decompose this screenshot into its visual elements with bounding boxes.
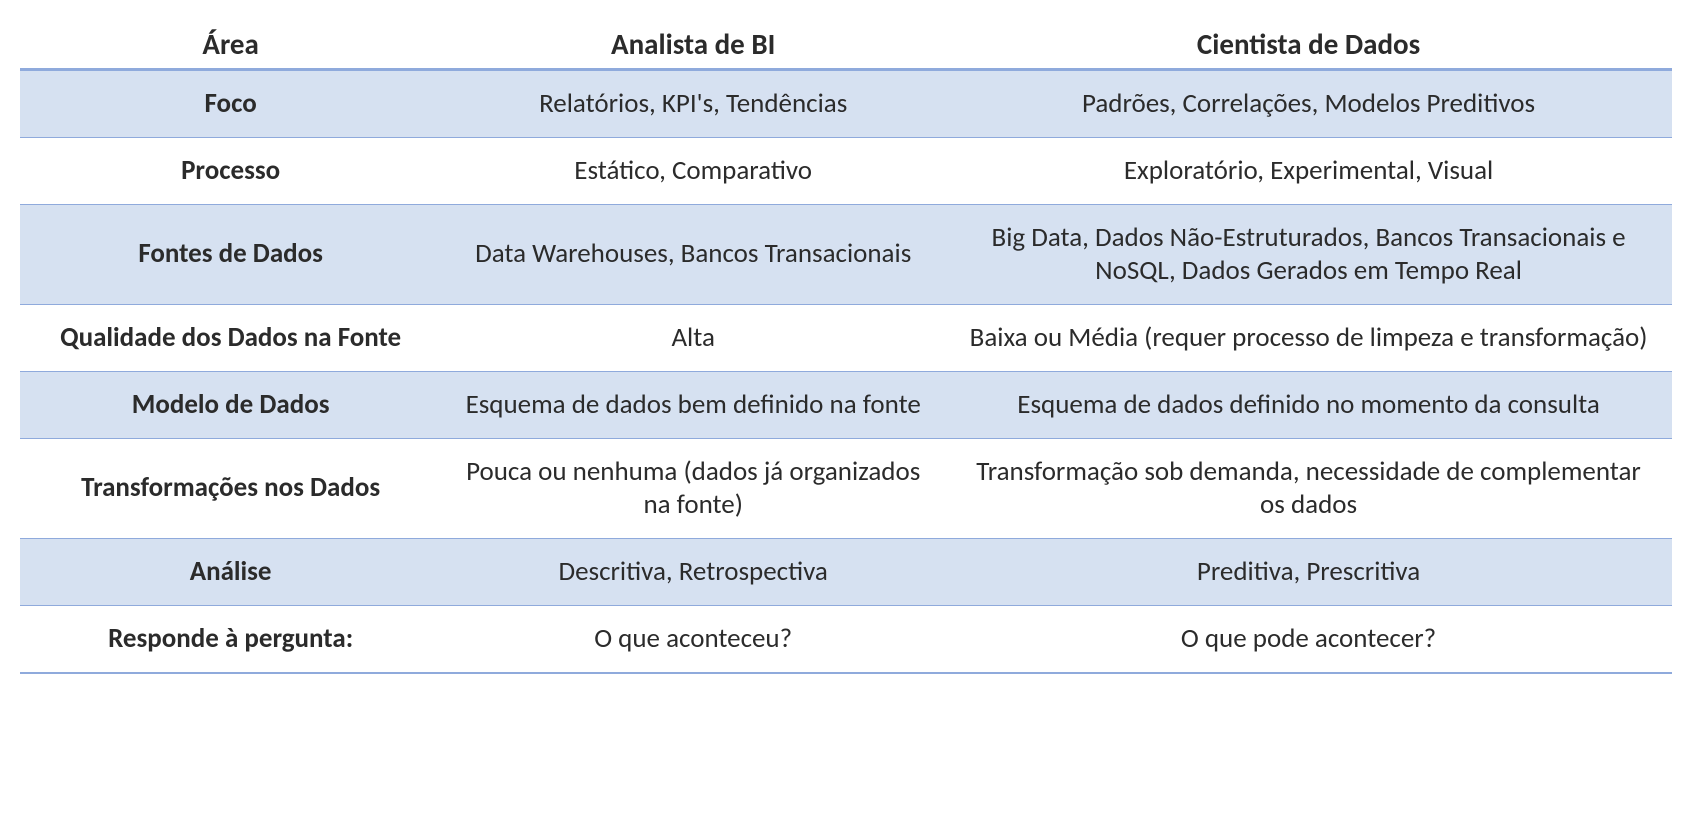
row-cell-ds: Big Data, Dados Não-Estruturados, Bancos… — [945, 204, 1672, 305]
row-label: Responde à pergunta: — [20, 605, 441, 672]
row-label: Modelo de Dados — [20, 371, 441, 438]
header-analista-bi: Analista de BI — [441, 20, 945, 70]
row-cell-bi: Data Warehouses, Bancos Transacionais — [441, 204, 945, 305]
row-cell-ds: Baixa ou Média (requer processo de limpe… — [945, 305, 1672, 372]
row-cell-ds: O que pode acontecer? — [945, 605, 1672, 672]
table-row: Fontes de Dados Data Warehouses, Bancos … — [20, 204, 1672, 305]
row-cell-bi: Pouca ou nenhuma (dados já organizados n… — [441, 438, 945, 539]
row-cell-bi: Descritiva, Retrospectiva — [441, 539, 945, 606]
row-cell-ds: Padrões, Correlações, Modelos Preditivos — [945, 70, 1672, 138]
row-label: Foco — [20, 70, 441, 138]
row-cell-bi: Relatórios, KPI's, Tendências — [441, 70, 945, 138]
row-cell-ds: Exploratório, Experimental, Visual — [945, 137, 1672, 204]
table-row: Qualidade dos Dados na Fonte Alta Baixa … — [20, 305, 1672, 372]
row-cell-bi: Esquema de dados bem definido na fonte — [441, 371, 945, 438]
table-body: Foco Relatórios, KPI's, Tendências Padrõ… — [20, 70, 1672, 673]
table-row: Processo Estático, Comparativo Explorató… — [20, 137, 1672, 204]
row-label: Transformações nos Dados — [20, 438, 441, 539]
row-cell-bi: O que aconteceu? — [441, 605, 945, 672]
table-row: Análise Descritiva, Retrospectiva Predit… — [20, 539, 1672, 606]
row-label: Fontes de Dados — [20, 204, 441, 305]
row-cell-ds: Transformação sob demanda, necessidade d… — [945, 438, 1672, 539]
row-label: Processo — [20, 137, 441, 204]
comparison-table: Área Analista de BI Cientista de Dados F… — [20, 20, 1672, 674]
row-label: Análise — [20, 539, 441, 606]
header-area: Área — [20, 20, 441, 70]
row-label: Qualidade dos Dados na Fonte — [20, 305, 441, 372]
header-cientista-dados: Cientista de Dados — [945, 20, 1672, 70]
table-row: Responde à pergunta: O que aconteceu? O … — [20, 605, 1672, 672]
row-cell-bi: Alta — [441, 305, 945, 372]
table-header: Área Analista de BI Cientista de Dados — [20, 20, 1672, 70]
table-row: Foco Relatórios, KPI's, Tendências Padrõ… — [20, 70, 1672, 138]
table-row: Transformações nos Dados Pouca ou nenhum… — [20, 438, 1672, 539]
row-cell-ds: Preditiva, Prescritiva — [945, 539, 1672, 606]
row-cell-bi: Estático, Comparativo — [441, 137, 945, 204]
table-row: Modelo de Dados Esquema de dados bem def… — [20, 371, 1672, 438]
row-cell-ds: Esquema de dados definido no momento da … — [945, 371, 1672, 438]
